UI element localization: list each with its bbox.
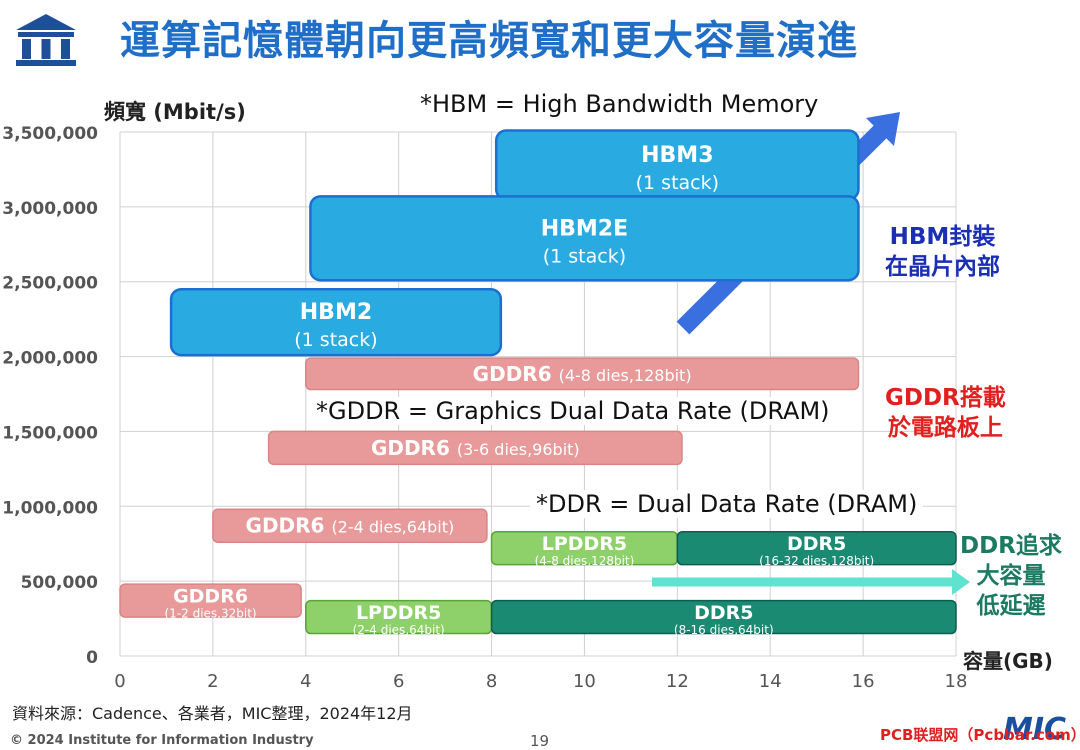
x-tick-label: 10	[573, 671, 596, 692]
memory-box-label: GDDR6 (3-6 dies,96bit)	[371, 436, 580, 460]
hbm-note-line1: HBM封裝	[889, 224, 996, 250]
x-tick-label: 14	[759, 671, 782, 692]
hbm-side-note: HBM封裝 在晶片內部	[885, 222, 1000, 282]
memory-box-name: DDR5	[787, 533, 846, 555]
x-tick-label: 8	[486, 671, 497, 692]
ddr-note-line2: 大容量	[976, 563, 1046, 589]
x-tick-label: 18	[945, 671, 968, 692]
x-tick-label: 16	[852, 671, 875, 692]
memory-box-sub: (16-32 dies,128bit)	[759, 554, 874, 568]
memory-box-name: HBM2	[300, 300, 372, 325]
y-tick-label: 3,000,000	[2, 199, 98, 219]
y-tick-label: 3,500,000	[2, 124, 98, 144]
page-title: 運算記憶體朝向更高頻寬和更大容量演進	[120, 18, 858, 64]
x-tick-label: 6	[393, 671, 404, 692]
hbm-definition: *HBM = High Bandwidth Memory	[414, 90, 825, 118]
memory-box-sub: (1 stack)	[543, 245, 626, 267]
x-tick-label: 12	[666, 671, 689, 692]
memory-box-gddr6	[212, 508, 488, 543]
memory-box-name: HBM2E	[541, 216, 628, 241]
x-tick-label: 2	[207, 671, 218, 692]
memory-box-sub: (4-8 dies,128bit)	[535, 554, 635, 568]
memory-box-gddr6	[119, 583, 302, 618]
x-tick-label: 4	[300, 671, 311, 692]
source-note: 資料來源：Cadence、各業者，MIC整理，2024年12月	[12, 704, 413, 723]
memory-box-name: DDR5	[694, 602, 753, 624]
memory-box-label: GDDR6 (4-8 dies,128bit)	[473, 362, 692, 386]
memory-box-sub: (2-4 dies,64bit)	[353, 623, 445, 637]
y-tick-label: 1,000,000	[2, 498, 98, 518]
gddr-definition: *GDDR = Graphics Dual Data Rate (DRAM)	[310, 397, 836, 425]
memory-box-name: HBM3	[641, 143, 713, 168]
institute-logo-icon	[12, 12, 80, 72]
memory-box-sub: (1 stack)	[636, 172, 719, 194]
gddr-side-note: GDDR搭載 於電路板上	[885, 383, 1006, 443]
hbm-arrow-head	[866, 112, 900, 146]
y-tick-label: 2,000,000	[2, 349, 98, 369]
ddr-note-line1: DDR追求	[960, 533, 1062, 559]
gddr-note-line2: 於電路板上	[887, 415, 1003, 441]
y-tick-label: 500,000	[21, 573, 99, 593]
memory-box-name: GDDR6	[173, 586, 248, 608]
memory-box-hbm2e	[309, 195, 860, 282]
memory-box-ddr5	[490, 599, 957, 635]
y-tick-label: 2,500,000	[2, 274, 98, 294]
memory-box-hbm2	[169, 287, 503, 357]
memory-box-gddr6	[267, 430, 683, 466]
memory-box-gddr6	[305, 357, 860, 391]
copyright: © 2024 Institute for Information Industr…	[10, 733, 314, 748]
watermark: PCB联盟网（Pcbbar.com）	[880, 726, 1080, 744]
page-number: 19	[530, 732, 550, 750]
ddr-definition: *DDR = Dual Data Rate (DRAM)	[530, 490, 924, 518]
hbm-note-line2: 在晶片內部	[885, 254, 1000, 280]
memory-box-label: GDDR6 (2-4 dies,64bit)	[246, 514, 455, 538]
y-axis-label: 頻寬 (Mbit/s)	[104, 100, 246, 124]
memory-box-sub: (1-2 dies,32bit)	[165, 607, 257, 621]
ddr-arrow-head	[952, 569, 970, 595]
x-axis-label: 容量(GB)	[963, 649, 1053, 673]
ddr-note-line3: 低延遲	[976, 593, 1046, 619]
y-tick-label: 1,500,000	[2, 423, 98, 443]
x-tick-label: 0	[114, 671, 125, 692]
gddr-note-line1: GDDR搭載	[885, 385, 1006, 411]
memory-box-sub: (1 stack)	[294, 329, 377, 351]
memory-box-ddr5	[676, 530, 957, 566]
memory-box-name: LPDDR5	[356, 602, 441, 624]
memory-box-name: LPDDR5	[542, 533, 627, 555]
mic-logo: MIC	[1003, 712, 1067, 747]
ddr-side-note: DDR追求 大容量 低延遲	[960, 531, 1062, 621]
memory-box-sub: (8-16 dies,64bit)	[674, 623, 774, 637]
y-tick-label: 0	[86, 648, 98, 668]
